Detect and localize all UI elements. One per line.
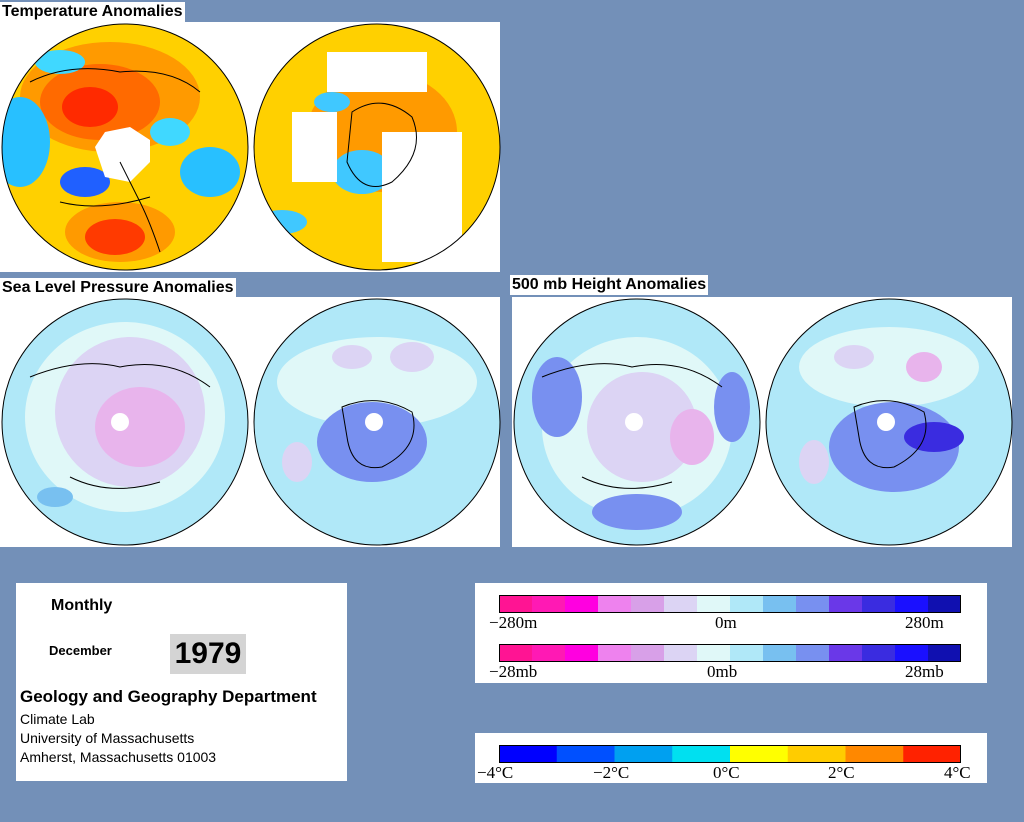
height-colorbar-swatch xyxy=(928,595,961,613)
period-label: Monthly xyxy=(51,597,113,614)
temperature-globe-north xyxy=(1,23,249,271)
pressure-colorbar-swatch xyxy=(697,644,731,662)
height-colorbar-swatch xyxy=(532,595,566,613)
pressure-colorbar-swatch xyxy=(730,644,764,662)
pressure-colorbar-swatch xyxy=(862,644,896,662)
department-label: Geology and Geography Department xyxy=(20,687,317,706)
pressure-colorbar-swatch xyxy=(796,644,830,662)
temperature-colorbar-swatch xyxy=(556,745,615,763)
lab-label: Climate Lab xyxy=(20,711,95,727)
temp-legend-pos2: 2°C xyxy=(828,763,855,782)
temperature-colorbar-swatch xyxy=(903,745,961,763)
slp-maps-panel xyxy=(0,297,501,547)
pressure-legend-max: 28mb xyxy=(905,662,944,681)
pressure-colorbar-swatch xyxy=(895,644,929,662)
pressure-colorbar-swatch xyxy=(532,644,566,662)
pressure-colorbar-swatch xyxy=(631,644,665,662)
height-maps-panel xyxy=(512,297,1013,547)
pressure-colorbar-swatch xyxy=(499,644,533,662)
height-globe-south xyxy=(765,298,1013,546)
height-colorbar-swatch xyxy=(763,595,797,613)
height-colorbar-swatch xyxy=(664,595,698,613)
slp-anomalies-title: Sea Level Pressure Anomalies xyxy=(0,278,236,298)
temperature-colorbar-swatch xyxy=(845,745,904,763)
height-globe-north xyxy=(513,298,761,546)
anomaly-legend: −280m 0m 280m −28mb 0mb 28mb xyxy=(475,583,987,683)
pressure-colorbar-swatch xyxy=(565,644,599,662)
height-colorbar-swatch xyxy=(631,595,665,613)
height-anomalies-title: 500 mb Height Anomalies xyxy=(510,275,709,295)
temperature-colorbar xyxy=(499,745,961,763)
height-colorbar-swatch xyxy=(796,595,830,613)
temp-legend-pos4: 4°C xyxy=(944,763,971,782)
pressure-colorbar-swatch xyxy=(763,644,797,662)
height-legend-min: −280m xyxy=(489,613,538,632)
height-colorbar-swatch xyxy=(598,595,632,613)
height-colorbar-swatch xyxy=(829,595,863,613)
temperature-colorbar-swatch xyxy=(499,745,558,763)
pressure-colorbar-swatch xyxy=(829,644,863,662)
height-colorbar-swatch xyxy=(565,595,599,613)
height-legend-mid: 0m xyxy=(715,613,737,632)
height-legend-max: 280m xyxy=(905,613,944,632)
temperature-globe-south xyxy=(253,23,501,271)
temp-legend-neg2: −2°C xyxy=(593,763,630,782)
year-label: 1979 xyxy=(170,634,246,674)
height-colorbar-swatch xyxy=(862,595,896,613)
height-colorbar-swatch xyxy=(697,595,731,613)
temp-legend-zero: 0°C xyxy=(713,763,740,782)
month-label: December xyxy=(49,643,112,658)
pressure-colorbar xyxy=(499,644,961,662)
pressure-colorbar-swatch xyxy=(664,644,698,662)
height-colorbar xyxy=(499,595,961,613)
temp-legend-neg4: −4°C xyxy=(477,763,514,782)
address-label: Amherst, Massachusetts 01003 xyxy=(20,749,217,765)
info-box: Monthly December 1979 Geology and Geogra… xyxy=(16,583,347,781)
pressure-colorbar-swatch xyxy=(928,644,961,662)
temperature-anomalies-title: Temperature Anomalies xyxy=(0,2,185,22)
height-colorbar-border xyxy=(499,595,961,613)
height-colorbar-swatch xyxy=(895,595,929,613)
pressure-colorbar-swatch xyxy=(598,644,632,662)
pressure-colorbar-border xyxy=(499,644,961,662)
pressure-legend-min: −28mb xyxy=(489,662,538,681)
temperature-colorbar-swatch xyxy=(730,745,789,763)
height-colorbar-swatch xyxy=(730,595,764,613)
height-colorbar-swatch xyxy=(499,595,533,613)
temperature-legend: −4°C −2°C 0°C 2°C 4°C xyxy=(475,733,987,783)
temperature-colorbar-swatch xyxy=(614,745,673,763)
temperature-colorbar-swatch xyxy=(787,745,846,763)
pressure-legend-mid: 0mb xyxy=(707,662,738,681)
university-label: University of Massachusetts xyxy=(20,730,195,746)
temperature-colorbar-border xyxy=(499,745,961,763)
temperature-colorbar-swatch xyxy=(672,745,731,763)
temperature-maps-panel xyxy=(0,22,501,272)
slp-globe-south xyxy=(253,298,501,546)
slp-globe-north xyxy=(1,298,249,546)
